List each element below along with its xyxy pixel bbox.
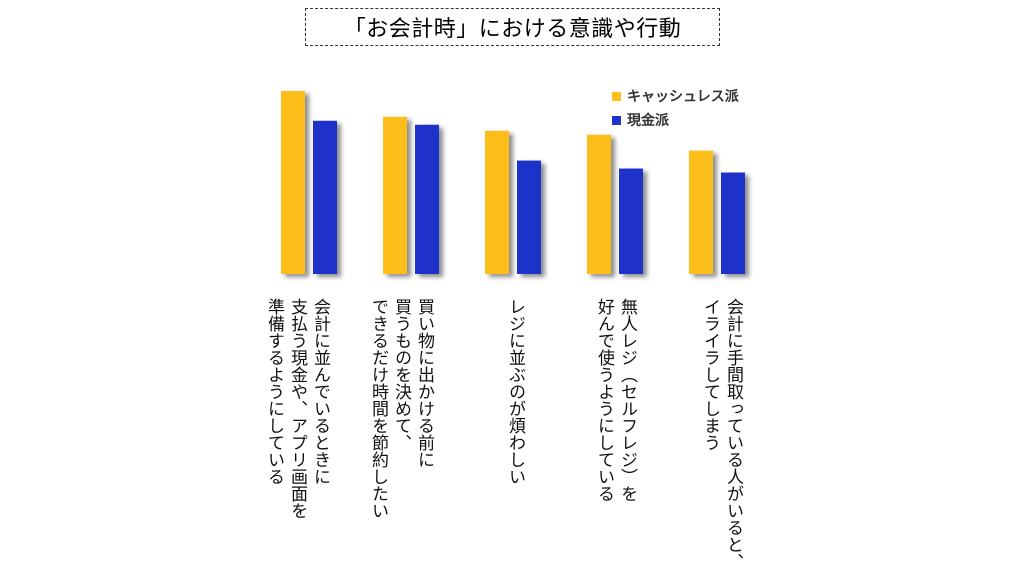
legend-swatch-cash xyxy=(612,115,621,125)
legend-label-cash: 現金派 xyxy=(627,113,669,129)
legend: キャッシュレス派 現金派 xyxy=(612,84,739,132)
chart-title: 「お会計時」における意識や行動 xyxy=(343,17,682,42)
bar-cashless-2 xyxy=(383,116,407,274)
bar-cashless-4 xyxy=(587,134,611,274)
bar-cash-2 xyxy=(415,124,439,274)
bar-cash-3 xyxy=(517,160,541,274)
legend-swatch-cashless xyxy=(612,91,621,101)
chart-title-box: 「お会計時」における意識や行動 xyxy=(305,8,720,46)
legend-item-cash: 現金派 xyxy=(612,108,739,132)
category-label: レジに並ぶのが煩わしい xyxy=(505,298,525,485)
bar-cashless-1 xyxy=(281,90,305,274)
bar-cash-4 xyxy=(619,168,643,274)
bar-cashless-5 xyxy=(689,150,713,274)
category-label: 会計に手間取っている人がいると、 イライラしてしまう xyxy=(700,298,743,570)
category-label: 会計に並んでいるときに 支払う現金や、アプリ画面を 準備するようにしている xyxy=(264,298,330,519)
bar-cash-1 xyxy=(313,120,337,275)
category-label: 無人レジ（セルフレジ）を 好んで使うようにしている xyxy=(594,298,637,502)
bar-cashless-3 xyxy=(485,130,509,274)
legend-label-cashless: キャッシュレス派 xyxy=(627,89,739,105)
legend-item-cashless: キャッシュレス派 xyxy=(612,84,739,108)
category-label: 買い物に出かける前に 買うものを決めて、 できるだけ時間を節約したい xyxy=(368,298,434,519)
bar-cash-5 xyxy=(721,172,745,274)
